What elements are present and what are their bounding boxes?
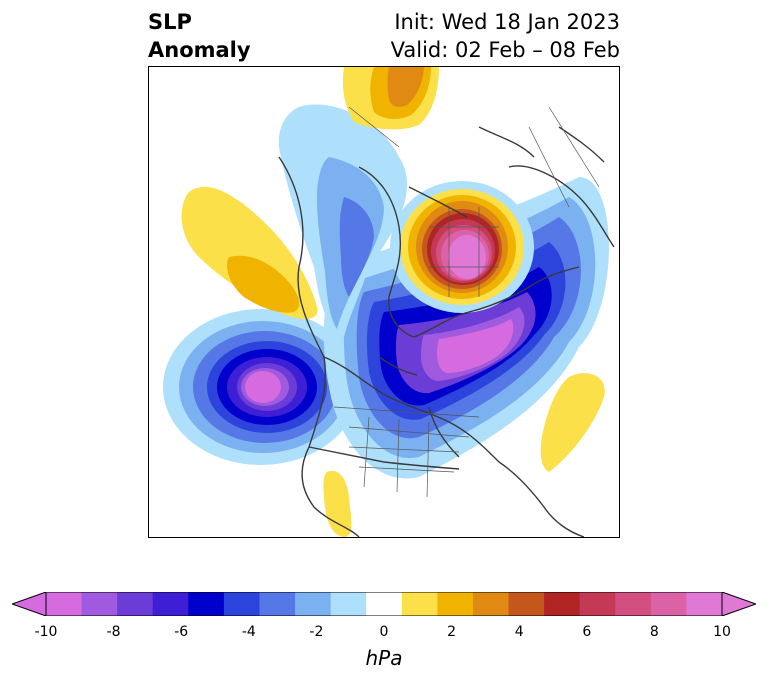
colorbar-tick-label: 6 xyxy=(582,624,592,640)
colorbar-cell xyxy=(472,592,510,616)
colorbar-tick-label: 2 xyxy=(447,624,457,640)
colorbar-cell xyxy=(579,592,616,616)
colorbar-cells xyxy=(46,592,723,616)
colorbar-cell xyxy=(81,592,118,616)
map-title: SLP Anomaly xyxy=(148,10,251,62)
colorbar-cell xyxy=(152,592,189,616)
colorbar-tick-label: 4 xyxy=(514,624,524,640)
colorbar-cell xyxy=(437,592,474,616)
colorbar-tick-label: -10 xyxy=(34,624,58,640)
colorbar-cell xyxy=(508,592,545,616)
colorbar-tick-label: -2 xyxy=(309,624,324,640)
colorbar-cell xyxy=(615,592,652,616)
anomaly-map xyxy=(163,67,615,537)
map-panel xyxy=(148,66,620,538)
colorbar-units: hPa xyxy=(365,646,403,670)
colorbar-cell xyxy=(650,592,687,616)
colorbar-cell xyxy=(544,592,581,616)
colorbar-cell xyxy=(117,592,154,616)
colorbar-extend-min xyxy=(12,592,47,616)
coastlines xyxy=(278,126,615,537)
colorbar-cell xyxy=(366,592,403,616)
colorbar xyxy=(12,592,756,616)
colorbar-extend-max xyxy=(721,592,756,616)
colorbar-cell xyxy=(401,592,438,616)
colorbar-cell xyxy=(686,592,723,616)
init-valid-text: Init: Wed 18 Jan 2023 Valid: 02 Feb – 08… xyxy=(390,10,620,62)
colorbar-tick-label: -4 xyxy=(241,624,256,640)
colorbar-cell xyxy=(223,592,260,616)
colorbar-cell xyxy=(259,592,296,616)
colorbar-tick-label: -8 xyxy=(106,624,121,640)
colorbar-cell xyxy=(188,592,225,616)
colorbar-cell xyxy=(330,592,367,616)
colorbar-tick-label: 0 xyxy=(379,624,389,640)
colorbar-tick-label: 8 xyxy=(649,624,659,640)
colorbar-cell xyxy=(46,592,83,616)
colorbar-cell xyxy=(295,592,332,616)
colorbar-tick-label: 10 xyxy=(713,624,731,640)
anomaly-fill-layer xyxy=(163,67,609,537)
colorbar-tick-label: -6 xyxy=(174,624,189,640)
political-borders xyxy=(333,106,600,498)
